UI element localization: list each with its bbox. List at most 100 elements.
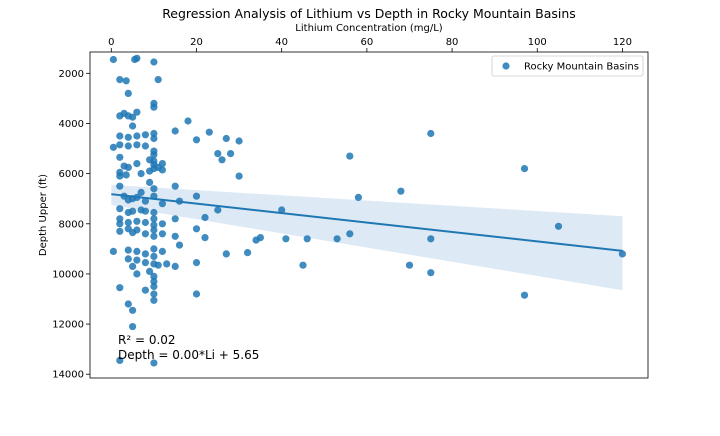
- data-point: [235, 137, 243, 145]
- x-tick-label: 0: [108, 37, 114, 48]
- data-point: [299, 261, 307, 269]
- data-point: [150, 272, 158, 280]
- data-point: [150, 277, 158, 286]
- data-point: [150, 226, 158, 234]
- data-point: [133, 54, 141, 62]
- y-tick-label: 12000: [52, 320, 84, 331]
- data-point: [141, 286, 149, 294]
- data-point: [133, 108, 141, 116]
- data-point: [150, 290, 158, 298]
- data-points-layer: [109, 54, 627, 367]
- data-point: [124, 142, 132, 150]
- data-point: [133, 256, 141, 264]
- data-point: [141, 218, 149, 227]
- data-point: [150, 232, 158, 240]
- data-point: [124, 133, 132, 141]
- data-point: [116, 284, 124, 292]
- data-point: [137, 188, 145, 196]
- data-point: [427, 269, 435, 277]
- y-tick-label: 4000: [59, 119, 84, 130]
- data-point: [150, 147, 158, 155]
- data-point: [150, 252, 158, 260]
- data-point: [150, 103, 158, 111]
- legend-marker: [502, 62, 510, 70]
- data-point: [146, 267, 154, 275]
- data-point: [129, 207, 137, 215]
- x-axis-ticks: 0 20 40 60 80 100 120: [108, 37, 632, 52]
- data-point: [133, 132, 141, 140]
- data-point: [124, 89, 132, 97]
- data-point: [109, 247, 117, 255]
- data-point: [141, 131, 149, 139]
- data-point: [154, 261, 162, 269]
- y-tick-label: 2000: [59, 69, 84, 80]
- data-point: [171, 215, 179, 223]
- data-point: [141, 207, 149, 215]
- data-point: [192, 136, 201, 144]
- data-point: [346, 152, 354, 160]
- regression-line-layer: [111, 193, 623, 252]
- data-point: [116, 205, 124, 213]
- data-point: [150, 245, 158, 253]
- data-point: [158, 166, 166, 174]
- data-point: [150, 208, 158, 217]
- data-point: [133, 217, 141, 225]
- data-point: [333, 235, 341, 243]
- data-point: [116, 141, 124, 149]
- data-point: [133, 160, 141, 168]
- data-point: [214, 206, 222, 214]
- data-point: [158, 247, 166, 255]
- data-point: [405, 261, 414, 269]
- x-axis-label: Lithium Concentration (mg/L): [295, 23, 442, 34]
- data-point: [618, 250, 627, 258]
- data-point: [205, 128, 213, 136]
- data-point: [154, 76, 162, 84]
- data-point: [116, 132, 124, 140]
- data-point: [397, 187, 405, 195]
- data-point: [129, 122, 137, 130]
- data-point: [150, 296, 158, 304]
- data-point: [124, 255, 132, 263]
- data-point: [427, 235, 435, 243]
- y-tick-label: 14000: [52, 370, 84, 381]
- data-point: [150, 185, 158, 193]
- data-point: [184, 117, 192, 125]
- x-tick-label: 100: [528, 37, 547, 48]
- data-point: [133, 141, 141, 149]
- x-tick-label: 40: [275, 37, 288, 48]
- data-point: [116, 356, 124, 364]
- legend-box: [491, 55, 644, 77]
- data-point: [141, 250, 149, 258]
- data-point: [201, 234, 209, 242]
- data-point: [146, 178, 154, 186]
- data-point: [192, 192, 201, 200]
- data-point: [116, 182, 124, 190]
- data-point: [175, 241, 184, 249]
- data-point: [129, 262, 137, 270]
- data-point: [141, 230, 149, 238]
- y-axis-label: Depth Upper (ft): [38, 174, 49, 256]
- data-point: [129, 113, 137, 121]
- data-point: [116, 76, 124, 84]
- data-point: [150, 134, 158, 143]
- y-tick-label: 10000: [52, 269, 84, 280]
- data-point: [158, 230, 166, 238]
- data-point: [124, 300, 132, 308]
- data-point: [129, 323, 137, 331]
- legend: Rocky Mountain Basins: [491, 55, 644, 77]
- data-point: [116, 172, 124, 180]
- data-point: [116, 215, 124, 223]
- data-point: [256, 234, 264, 242]
- data-point: [282, 235, 290, 243]
- confidence-band-layer: [111, 184, 623, 291]
- data-point: [122, 77, 130, 85]
- data-point: [124, 218, 132, 227]
- data-point: [171, 127, 179, 135]
- data-point: [235, 172, 243, 180]
- data-point: [109, 55, 117, 64]
- legend-label: Rocky Mountain Basins: [524, 62, 639, 73]
- data-point: [278, 206, 286, 214]
- data-point: [192, 259, 201, 267]
- data-point: [133, 247, 141, 255]
